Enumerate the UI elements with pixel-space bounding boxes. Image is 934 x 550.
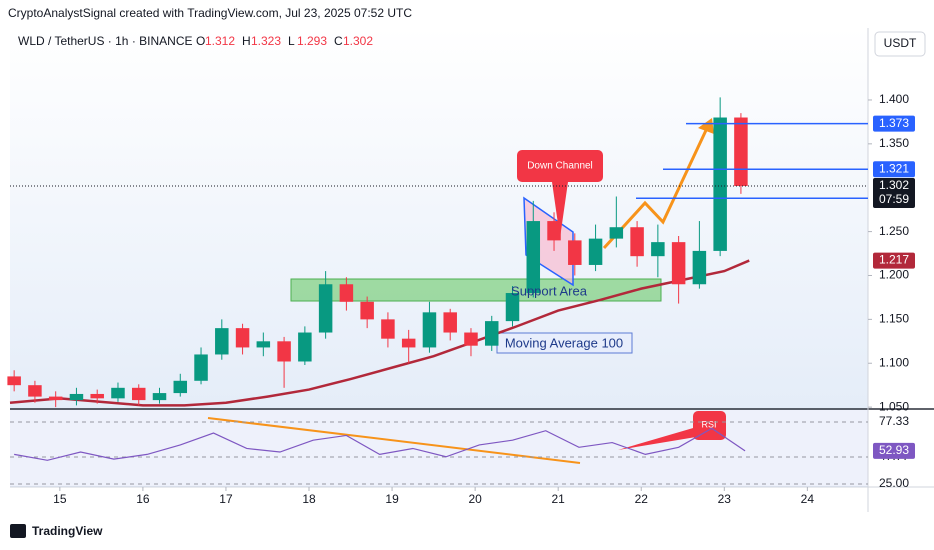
rsi-tick-label: 77.33 bbox=[879, 414, 909, 428]
moving-average-line bbox=[9, 259, 750, 407]
x-tick-label: 22 bbox=[635, 492, 649, 506]
candle-body bbox=[235, 328, 250, 348]
candle-body bbox=[131, 387, 146, 401]
rsi-label: RSI bbox=[701, 419, 716, 429]
candle-body bbox=[215, 328, 229, 355]
rsi-badge bbox=[873, 442, 915, 459]
candle-body bbox=[28, 385, 42, 397]
ohlc-label: O bbox=[196, 34, 205, 48]
candle-body bbox=[69, 393, 84, 401]
x-tick-label: 17 bbox=[219, 492, 233, 506]
y-tick-label: 1.250 bbox=[879, 224, 909, 238]
candle-body bbox=[173, 380, 188, 394]
candle-body bbox=[568, 240, 582, 265]
currency-button[interactable] bbox=[874, 31, 926, 57]
candle-body bbox=[505, 293, 520, 322]
candle-body bbox=[7, 376, 21, 386]
credit: CryptoAnalystSignal created with Trading… bbox=[8, 6, 412, 20]
candle-body bbox=[381, 319, 395, 339]
ohlc-label: L bbox=[288, 34, 295, 48]
candle-body bbox=[90, 393, 104, 399]
candle-body bbox=[318, 284, 333, 333]
arrow-head bbox=[698, 118, 714, 134]
rsi-line bbox=[14, 427, 746, 461]
x-tick-label: 23 bbox=[718, 492, 732, 506]
down-channel-bubble bbox=[517, 150, 603, 238]
ohlc-value: 1.302 bbox=[343, 34, 373, 48]
y-tick-label: 1.350 bbox=[879, 136, 909, 150]
candle-body bbox=[401, 338, 416, 348]
ohlc-label: H bbox=[242, 34, 251, 48]
x-tick-label: 19 bbox=[385, 492, 399, 506]
support-zone bbox=[290, 278, 662, 302]
candle-body bbox=[277, 341, 291, 362]
candle-body bbox=[609, 227, 624, 239]
candle-body bbox=[713, 117, 727, 251]
x-tick-label: 15 bbox=[53, 492, 67, 506]
ma-badge-label: 1.217 bbox=[879, 253, 909, 267]
rsi-trendline bbox=[207, 417, 581, 464]
candle-body bbox=[630, 227, 644, 257]
ohlc-value: 1.312 bbox=[205, 34, 235, 48]
countdown: 07:59 bbox=[879, 192, 909, 206]
candle-body bbox=[484, 321, 499, 346]
currency[interactable]: USDT bbox=[884, 36, 917, 50]
price-badge bbox=[873, 115, 915, 132]
price-badge bbox=[873, 161, 915, 178]
price-badge-label: 1.373 bbox=[879, 116, 909, 130]
x-tick-label: 18 bbox=[302, 492, 316, 506]
rsi-tick-label: 25.00 bbox=[879, 476, 909, 490]
rsi-pointer bbox=[618, 426, 702, 450]
y-tick-label: 1.150 bbox=[879, 312, 909, 326]
last-price-label: 1.302 bbox=[879, 178, 909, 192]
rsi-background bbox=[10, 410, 868, 486]
y-tick-label: 1.400 bbox=[879, 92, 909, 106]
candle-body bbox=[443, 312, 457, 333]
candle-body bbox=[339, 284, 354, 302]
x-tick-label: 24 bbox=[801, 492, 815, 506]
candle-body bbox=[651, 242, 665, 257]
candle-body bbox=[152, 393, 167, 401]
candle-body bbox=[422, 312, 437, 348]
x-tick-label: 16 bbox=[136, 492, 150, 506]
candle-body bbox=[526, 221, 541, 294]
candle-body bbox=[111, 387, 125, 399]
ohlc-label: C bbox=[334, 34, 343, 48]
brand: TradingView bbox=[32, 524, 103, 538]
ohlc-value: 1.293 bbox=[297, 34, 327, 48]
y-tick-label: 1.050 bbox=[879, 399, 909, 413]
ohlc-value: 1.323 bbox=[251, 34, 281, 48]
last-price-badge bbox=[873, 177, 915, 208]
candle-body bbox=[734, 117, 748, 186]
ma-badge bbox=[873, 252, 915, 269]
candle-body bbox=[692, 250, 707, 285]
ma-label: Moving Average 100 bbox=[505, 335, 623, 350]
candle-body bbox=[671, 242, 686, 285]
logo bbox=[10, 524, 26, 538]
symbol: WLD / TetherUS · 1h · BINANCE bbox=[18, 34, 193, 48]
down-channel bbox=[523, 196, 574, 287]
candle-body bbox=[298, 332, 312, 362]
rsi-badge-label: 52.93 bbox=[879, 443, 909, 457]
down-channel-label: Down Channel bbox=[527, 161, 593, 172]
candle-body bbox=[48, 396, 63, 401]
candle-body bbox=[256, 341, 271, 348]
y-tick-label: 1.100 bbox=[879, 355, 909, 369]
x-tick-label: 21 bbox=[552, 492, 566, 506]
price-badge-label: 1.321 bbox=[879, 161, 909, 175]
y-tick-label: 1.200 bbox=[879, 268, 909, 282]
candle-body bbox=[464, 332, 478, 346]
candle-body bbox=[588, 238, 603, 265]
support-label: Support Area bbox=[511, 283, 588, 298]
candle-body bbox=[194, 354, 208, 381]
candle-body bbox=[360, 301, 374, 320]
arrow-path bbox=[602, 125, 710, 250]
x-tick-label: 20 bbox=[468, 492, 482, 506]
candle-body bbox=[547, 221, 561, 241]
